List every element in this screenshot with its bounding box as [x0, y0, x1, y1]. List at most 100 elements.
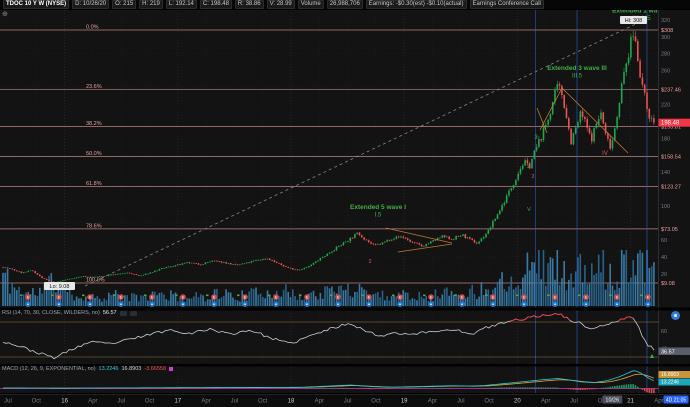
svg-text:E: E — [337, 296, 340, 300]
svg-text:Oct: Oct — [371, 399, 381, 405]
svg-text:E: E — [244, 296, 247, 300]
svg-text:$73.05: $73.05 — [661, 227, 678, 233]
symbol-button[interactable]: TDOC 10 Y W (NYSE) — [3, 0, 70, 9]
svg-text:36.57: 36.57 — [661, 349, 675, 355]
toolbar-readout: C: 198.48 — [199, 0, 232, 9]
rsi-signal-arrow — [650, 354, 654, 358]
svg-text:Apr: Apr — [541, 399, 550, 405]
svg-text:Oct: Oct — [145, 399, 155, 405]
macd-value: 13.2246 — [98, 366, 119, 372]
macd-badge — [658, 371, 690, 378]
svg-text:19: 19 — [401, 399, 408, 405]
svg-text:100: 100 — [661, 204, 670, 210]
svg-text:20: 20 — [514, 399, 521, 405]
macd-pane: 16.8903 13.2246 — [0, 370, 690, 394]
last-price-badge — [658, 118, 690, 127]
toolbar-readout: Earnings: -$0.30(est) -$0.10(actual) — [365, 0, 467, 9]
svg-text:1: 1 — [348, 239, 351, 245]
svg-text:21: 21 — [627, 399, 634, 405]
time-axis[interactable]: Jul Oct 16 Apr Jul Oct 17 Apr Jul Oct 18 Apr Jul Oct 1… — [0, 394, 690, 407]
wedge-lines-layer[interactable] — [385, 87, 629, 253]
svg-text:50.0%: 50.0% — [86, 151, 102, 157]
svg-text:2: 2 — [531, 174, 534, 180]
svg-text:Apr: Apr — [88, 399, 97, 405]
trendline[interactable] — [84, 21, 641, 287]
svg-text:III.5: III.5 — [572, 74, 583, 80]
volume-layer — [2, 250, 655, 306]
svg-text:E: E — [306, 296, 309, 300]
macd-signal-value: 16.8903 — [121, 366, 142, 372]
svg-text:E: E — [616, 296, 619, 300]
toolbar-readout: O: 215 — [112, 0, 137, 9]
svg-text:300: 300 — [661, 35, 670, 41]
svg-text:I.5: I.5 — [375, 213, 382, 219]
pane-separators — [0, 307, 690, 395]
svg-text:18: 18 — [288, 399, 295, 405]
toolbar-readout: L: 192.14 — [165, 0, 197, 9]
svg-text:Extended 5 wave I: Extended 5 wave I — [350, 204, 406, 211]
toolbar-readout: H: 219 — [139, 0, 163, 9]
svg-text:16.8903: 16.8903 — [661, 372, 679, 378]
price-axis[interactable]: 320 300 280 260 220 180 140 100 60 40 20 $308 $237.4… — [658, 10, 690, 394]
svg-text:$237.46: $237.46 — [661, 88, 681, 94]
svg-text:3: 3 — [534, 135, 538, 141]
svg-text:Oct: Oct — [484, 399, 494, 405]
svg-text:78.6%: 78.6% — [86, 223, 102, 229]
svg-text:20: 20 — [661, 272, 667, 278]
svg-text:Hi: 308: Hi: 308 — [625, 18, 642, 24]
svg-text:Jul: Jul — [457, 399, 465, 405]
rsi-settings-button[interactable] — [119, 310, 127, 316]
svg-text:E: E — [58, 296, 61, 300]
svg-text:Lo: 9.08: Lo: 9.08 — [50, 284, 70, 290]
svg-text:E: E — [151, 296, 154, 300]
svg-text:140: 140 — [661, 170, 670, 176]
svg-text:Apr: Apr — [315, 399, 324, 405]
svg-text:1: 1 — [526, 164, 529, 170]
svg-text:Apr: Apr — [201, 399, 210, 405]
svg-text:$123.27: $123.27 — [661, 184, 681, 190]
svg-text:180: 180 — [661, 136, 670, 142]
grid-layer — [0, 10, 660, 393]
svg-text:60: 60 — [661, 238, 667, 244]
hilo-tooltips-layer: Hi: 308 Lo: 9.08 — [44, 16, 647, 290]
svg-text:E: E — [554, 296, 557, 300]
rsi-value: 56.57 — [102, 310, 117, 316]
macd-zero-line-swatch — [169, 367, 174, 371]
toolbar-readout: V: 28.99 — [266, 0, 295, 9]
svg-text:V: V — [527, 207, 531, 213]
svg-text:23.6%: 23.6% — [86, 84, 102, 90]
svg-text:Extended 1 wave 5: Extended 1 wave 5 — [612, 8, 670, 15]
macd-hist-value: -3.66558 — [144, 366, 167, 372]
svg-text:40: 40 — [661, 255, 667, 261]
svg-text:E: E — [399, 296, 402, 300]
add-plus-icon[interactable]: ⊕ — [2, 11, 8, 18]
svg-text:Jul: Jul — [117, 399, 125, 405]
svg-text:260: 260 — [661, 69, 670, 75]
svg-text:16: 16 — [61, 399, 68, 405]
svg-text:10/26: 10/26 — [605, 398, 619, 404]
svg-text:$9.08: $9.08 — [661, 281, 675, 287]
svg-text:Jul: Jul — [570, 399, 578, 405]
vertical-lines-layer[interactable] — [535, 10, 648, 393]
svg-text:198.48: 198.48 — [661, 121, 680, 127]
svg-text:2: 2 — [368, 259, 371, 265]
svg-text:Jul: Jul — [4, 399, 12, 405]
svg-text:$193.81: $193.81 — [661, 125, 681, 131]
svg-text:E: E — [647, 296, 650, 300]
fib-retracement-layer: 0.0% 23.6% 38.2% 50.0% 61.8% 78.6% 100.0% — [0, 25, 659, 284]
macd-badge — [658, 378, 690, 386]
svg-text:E: E — [275, 296, 278, 300]
rsi-hide-button[interactable] — [129, 310, 137, 316]
svg-text:E: E — [182, 296, 185, 300]
toolbar-readout: R: 38.86 — [234, 0, 264, 9]
help-chat-bubble[interactable] — [671, 311, 680, 320]
rsi-last-badge — [658, 347, 690, 355]
svg-text:E: E — [27, 296, 30, 300]
svg-text:E: E — [368, 296, 371, 300]
rsi-label: RSI (14, 70, 30, CLOSE, WILDERS, no) — [2, 310, 100, 316]
selected-date-badge — [602, 395, 623, 404]
svg-text:61.8%: 61.8% — [86, 181, 102, 187]
